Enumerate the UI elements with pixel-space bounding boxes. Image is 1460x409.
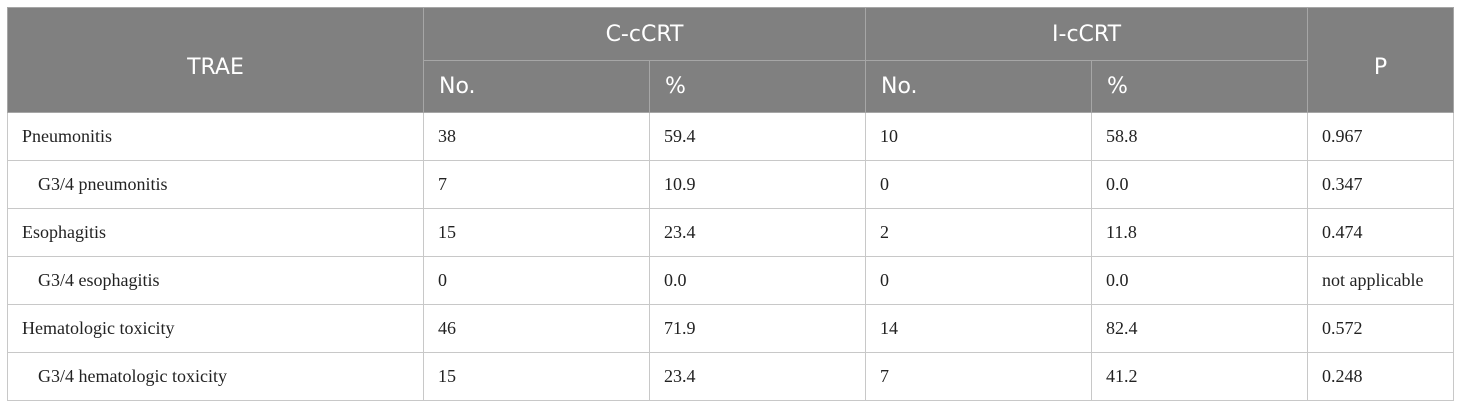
cell-p: 0.347 [1307, 160, 1455, 209]
cell-c-pct: 10.9 [648, 160, 867, 209]
cell-i-pct: 11.8 [1091, 208, 1309, 257]
cell-p: not applicable [1307, 256, 1455, 305]
cell-i-pct: 41.2 [1091, 352, 1309, 401]
table-row: Hematologic toxicity 46 71.9 14 82.4 0.5… [7, 304, 1455, 353]
cell-c-pct: 23.4 [648, 208, 867, 257]
cell-p: 0.248 [1307, 352, 1455, 401]
header-c-no: No. [423, 60, 650, 113]
cell-i-no: 10 [865, 112, 1093, 161]
header-i-no: No. [865, 60, 1093, 113]
header-trae: TRAE [7, 7, 424, 113]
cell-c-pct: 23.4 [648, 352, 867, 401]
table-row: G3/4 hematologic toxicity 15 23.4 7 41.2… [7, 352, 1455, 401]
cell-c-no: 0 [423, 256, 650, 305]
cell-label: G3/4 esophagitis [7, 256, 424, 305]
header-c-pct: % [648, 60, 867, 113]
cell-label: Pneumonitis [7, 112, 424, 161]
table-row: Pneumonitis 38 59.4 10 58.8 0.967 [7, 112, 1455, 161]
cell-c-pct: 0.0 [648, 256, 867, 305]
table-body: Pneumonitis 38 59.4 10 58.8 0.967 G3/4 p… [7, 112, 1455, 401]
cell-c-no: 15 [423, 352, 650, 401]
cell-i-no: 7 [865, 352, 1093, 401]
header-p: P [1307, 7, 1455, 113]
cell-c-no: 38 [423, 112, 650, 161]
cell-label: G3/4 pneumonitis [7, 160, 424, 209]
header-i-pct: % [1091, 60, 1309, 113]
table-row: G3/4 esophagitis 0 0.0 0 0.0 not applica… [7, 256, 1455, 305]
table-row: Esophagitis 15 23.4 2 11.8 0.474 [7, 208, 1455, 257]
cell-i-no: 2 [865, 208, 1093, 257]
table-row: G3/4 pneumonitis 7 10.9 0 0.0 0.347 [7, 160, 1455, 209]
table-header: TRAE C-cCRT I-cCRT P No. % No. % [7, 7, 1455, 113]
cell-label: Esophagitis [7, 208, 424, 257]
header-i-ccrt: I-cCRT [865, 7, 1309, 61]
cell-c-no: 46 [423, 304, 650, 353]
cell-i-pct: 82.4 [1091, 304, 1309, 353]
cell-p: 0.967 [1307, 112, 1455, 161]
cell-i-no: 14 [865, 304, 1093, 353]
trae-table-container: TRAE C-cCRT I-cCRT P No. % No. % Pneumon… [7, 7, 1455, 401]
cell-label: Hematologic toxicity [7, 304, 424, 353]
cell-c-no: 7 [423, 160, 650, 209]
cell-i-no: 0 [865, 256, 1093, 305]
header-c-ccrt: C-cCRT [422, 7, 867, 61]
cell-p: 0.474 [1307, 208, 1455, 257]
cell-i-no: 0 [865, 160, 1093, 209]
cell-c-no: 15 [423, 208, 650, 257]
cell-c-pct: 71.9 [648, 304, 867, 353]
cell-i-pct: 0.0 [1091, 256, 1309, 305]
cell-i-pct: 58.8 [1091, 112, 1309, 161]
cell-i-pct: 0.0 [1091, 160, 1309, 209]
cell-c-pct: 59.4 [648, 112, 867, 161]
cell-p: 0.572 [1307, 304, 1455, 353]
cell-label: G3/4 hematologic toxicity [7, 352, 424, 401]
trae-table: TRAE C-cCRT I-cCRT P No. % No. % Pneumon… [7, 7, 1455, 401]
